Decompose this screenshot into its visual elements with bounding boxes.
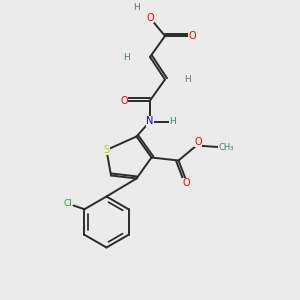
Text: H: H <box>133 3 140 12</box>
Text: O: O <box>146 13 154 23</box>
Text: Cl: Cl <box>63 200 72 208</box>
Text: H: H <box>184 75 191 84</box>
Text: H: H <box>123 52 129 62</box>
Text: S: S <box>103 145 109 155</box>
Text: H: H <box>169 117 176 126</box>
Text: N: N <box>146 116 154 127</box>
Text: CH₃: CH₃ <box>218 142 234 152</box>
Text: O: O <box>120 95 128 106</box>
Text: O: O <box>189 31 196 41</box>
Text: O: O <box>194 137 202 147</box>
Text: O: O <box>182 178 190 188</box>
